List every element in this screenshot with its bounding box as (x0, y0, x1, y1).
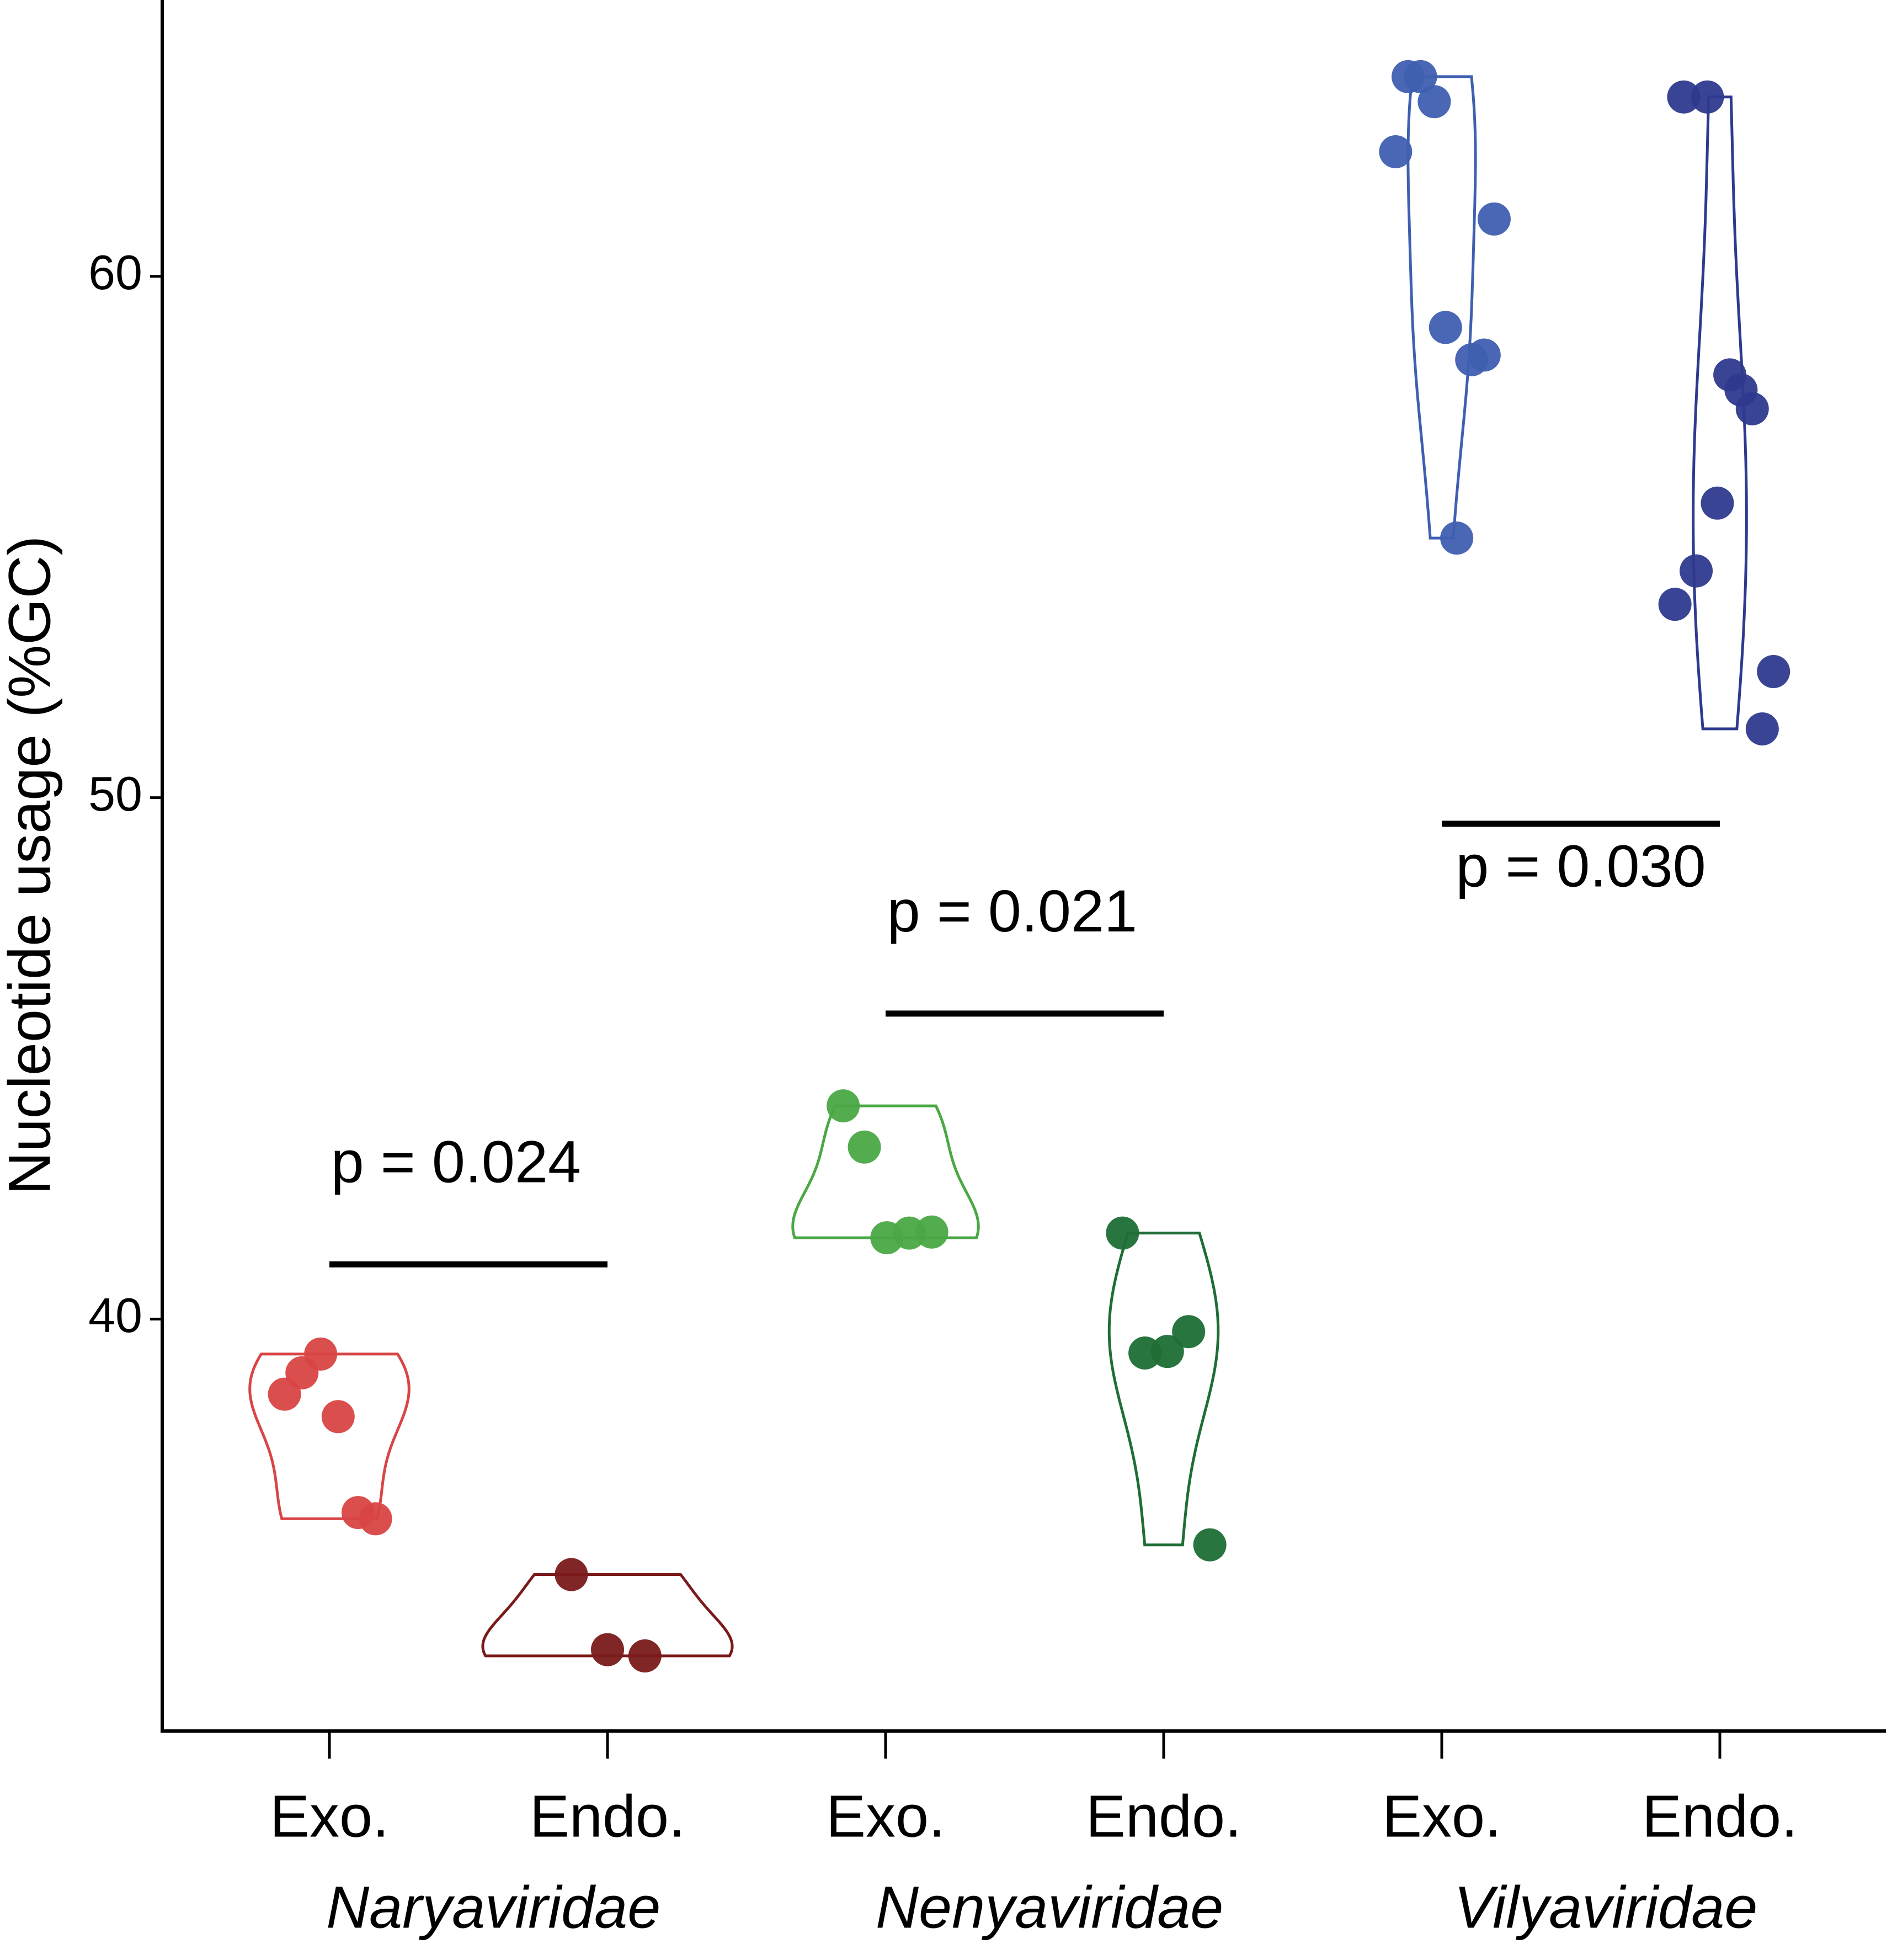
data-point (1658, 588, 1692, 621)
data-point (1757, 655, 1790, 689)
violin (1107, 1232, 1220, 1547)
x-tick-label: Exo. (270, 1783, 389, 1850)
data-point (827, 1089, 860, 1123)
p-value: p = 0.030 (1456, 832, 1706, 899)
data-point (304, 1337, 338, 1371)
data-point (1379, 135, 1413, 168)
y-axis-title: Nucleotide usage (%GC) (0, 536, 63, 1195)
data-point (1429, 311, 1462, 344)
data-point (1172, 1315, 1206, 1349)
data-point (848, 1130, 881, 1164)
data-point (321, 1400, 355, 1434)
data-point (915, 1215, 948, 1249)
data-point (555, 1558, 588, 1591)
data-point (591, 1633, 624, 1666)
data-point (1467, 338, 1501, 372)
data-point (1691, 80, 1724, 114)
group-label: Nenyaviridae (876, 1874, 1223, 1941)
group-label: Naryaviridae (326, 1874, 660, 1941)
data-point (1150, 1335, 1184, 1368)
data-point (1106, 1216, 1139, 1250)
group-label: Vilyaviridae (1454, 1874, 1757, 1941)
x-tick-label: Exo. (826, 1783, 945, 1850)
violin (1406, 75, 1477, 540)
data-point (1735, 392, 1769, 425)
p-value: p = 0.024 (331, 1128, 581, 1195)
data-point (1417, 85, 1451, 119)
data-point (628, 1639, 662, 1673)
data-point (1404, 60, 1437, 93)
x-tick-label: Endo. (1642, 1783, 1798, 1850)
p-value: p = 0.021 (887, 877, 1137, 944)
data-point (359, 1502, 392, 1536)
data-point (1680, 554, 1713, 588)
data-point (1193, 1528, 1227, 1562)
y-tick-label: 40 (88, 1288, 142, 1343)
x-tick-label: Endo. (1086, 1783, 1241, 1850)
violin (791, 1104, 980, 1239)
data-point (1440, 521, 1474, 555)
y-tick-label: 60 (88, 245, 142, 300)
y-tick-label: 50 (88, 766, 142, 821)
data-point (1477, 202, 1511, 236)
x-tick-label: Exo. (1382, 1783, 1501, 1850)
violin (481, 1573, 734, 1658)
data-point (1745, 712, 1779, 745)
data-point (1701, 486, 1734, 520)
x-tick-label: Endo. (530, 1783, 685, 1850)
violin (248, 1352, 411, 1520)
data-point (1667, 80, 1701, 114)
